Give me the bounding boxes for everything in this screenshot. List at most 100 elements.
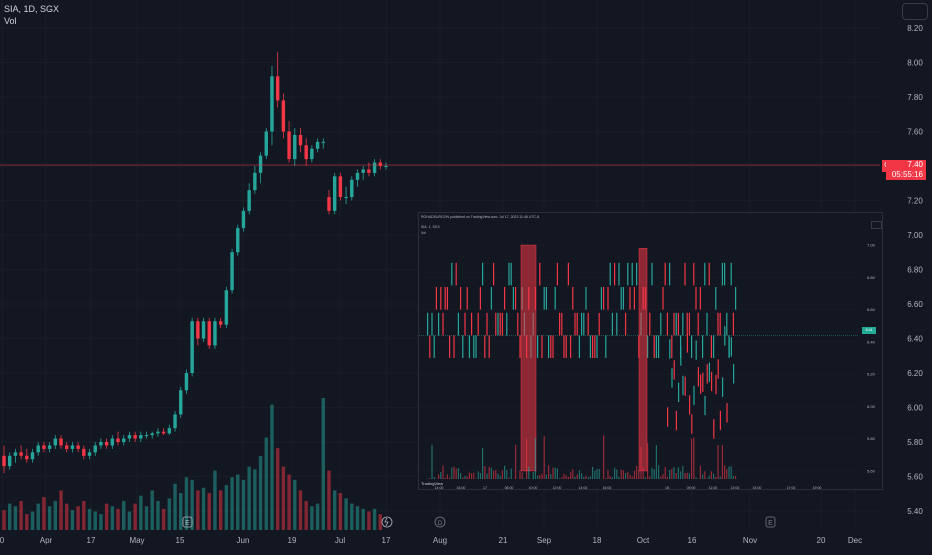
- candle-body: [122, 439, 125, 442]
- candle-body: [65, 445, 68, 448]
- inset-time-label: 10:00: [529, 486, 538, 490]
- candle-body: [379, 163, 382, 166]
- inset-candle: [515, 287, 516, 310]
- inset-volume-bar: [662, 474, 663, 479]
- inset-candle: [599, 313, 600, 336]
- inset-volume-bar: [440, 472, 441, 479]
- inset-candle: [702, 335, 703, 358]
- tradingview-logo: TradingView: [421, 481, 443, 486]
- volume-bar: [59, 490, 62, 530]
- inset-volume-bar: [651, 468, 652, 479]
- inset-candle: [693, 263, 694, 286]
- inset-candle: [506, 313, 507, 336]
- volume-bar: [310, 506, 313, 530]
- inset-candle: [702, 373, 703, 392]
- inset-volume-bar: [493, 471, 494, 479]
- candle-body: [82, 449, 85, 456]
- volume-bar: [350, 504, 353, 530]
- time-axis-label: 17: [87, 536, 96, 545]
- inset-candle: [678, 313, 679, 336]
- inset-candle: [671, 368, 672, 387]
- inset-candle: [658, 335, 659, 358]
- inset-time-label: 13:00: [731, 486, 740, 490]
- inset-spike-bar: [521, 245, 536, 471]
- inset-candle: [486, 313, 487, 336]
- inset-candle: [596, 335, 597, 358]
- volume-bar: [36, 504, 39, 530]
- candle-body: [384, 166, 387, 167]
- volume-bar: [282, 467, 285, 530]
- inset-volume-bar: [610, 476, 611, 479]
- symbol-legend[interactable]: SIA, 1D, SGX: [4, 4, 59, 14]
- inset-candle: [685, 377, 686, 396]
- time-axis-label: Jun: [237, 536, 250, 545]
- candle-body: [151, 433, 154, 435]
- inset-candle: [438, 313, 439, 336]
- inset-candle: [497, 313, 498, 336]
- candle-body: [36, 445, 39, 452]
- inset-candle: [616, 313, 617, 336]
- volume-bar: [105, 504, 108, 530]
- inset-candle: [693, 386, 694, 405]
- inset-candle: [673, 313, 674, 336]
- candle-body: [373, 163, 376, 173]
- inset-candle: [495, 313, 496, 336]
- inset-volume-bar: [572, 469, 573, 479]
- inset-volume-bar: [460, 473, 461, 479]
- inset-volume-bar: [640, 447, 641, 479]
- price-scale-label: 5.40: [907, 507, 923, 516]
- inset-time-label: 09:00: [687, 486, 696, 490]
- bar-countdown: 05:55:16: [886, 170, 923, 180]
- inset-volume-bar: [449, 478, 450, 479]
- candle-body: [99, 442, 102, 445]
- candle-body: [162, 432, 165, 434]
- inset-volume-bar: [709, 476, 710, 479]
- inset-candle: [447, 287, 448, 310]
- inset-candle: [537, 335, 538, 358]
- inset-candle: [706, 313, 707, 336]
- inset-candle: [550, 335, 551, 358]
- inset-candle: [665, 263, 666, 286]
- inset-candle: [722, 377, 723, 396]
- inset-candle: [696, 340, 697, 359]
- volume-bar: [128, 512, 131, 530]
- inset-time-label: 12:00: [553, 486, 562, 490]
- time-axis-label: Oct: [637, 536, 650, 545]
- inset-candle: [695, 287, 696, 310]
- inset-candle: [717, 313, 718, 336]
- volume-bar: [202, 488, 205, 530]
- inset-candle: [568, 263, 569, 286]
- candle-body: [8, 456, 11, 466]
- inset-volume-bar: [693, 437, 694, 479]
- volume-bar: [379, 514, 382, 530]
- inset-candle: [684, 263, 685, 286]
- candle-body: [94, 445, 97, 452]
- candle-body: [322, 142, 325, 143]
- inset-volume-bar: [533, 472, 534, 479]
- current-price-label: 7.40 05:55:16: [886, 160, 926, 180]
- candle-body: [14, 452, 17, 455]
- inset-candle: [718, 359, 719, 378]
- volume-bar: [111, 506, 114, 530]
- inset-volume-bar: [612, 477, 613, 479]
- volume-bar: [156, 501, 159, 530]
- volume-bar: [145, 506, 148, 530]
- inset-volume-bar: [577, 474, 578, 479]
- volume-bar: [230, 477, 233, 530]
- price-scale-label: 6.20: [907, 369, 923, 378]
- volume-legend[interactable]: Vol: [4, 16, 17, 26]
- inset-volume-bar: [462, 478, 463, 479]
- inset-volume-bar: [508, 478, 509, 479]
- inset-candle: [722, 263, 723, 286]
- inset-volume-bar: [456, 469, 457, 479]
- candle-body: [42, 445, 45, 448]
- time-axis-label: 0: [0, 536, 5, 545]
- chart-settings-button[interactable]: [902, 3, 928, 20]
- candle-body: [59, 439, 62, 446]
- inset-volume-bar: [700, 466, 701, 479]
- inset-volume-bar: [535, 438, 536, 479]
- candle-body: [213, 321, 216, 345]
- inset-volume-bar: [563, 474, 564, 479]
- dividend-marker-future-label: D: [438, 521, 443, 527]
